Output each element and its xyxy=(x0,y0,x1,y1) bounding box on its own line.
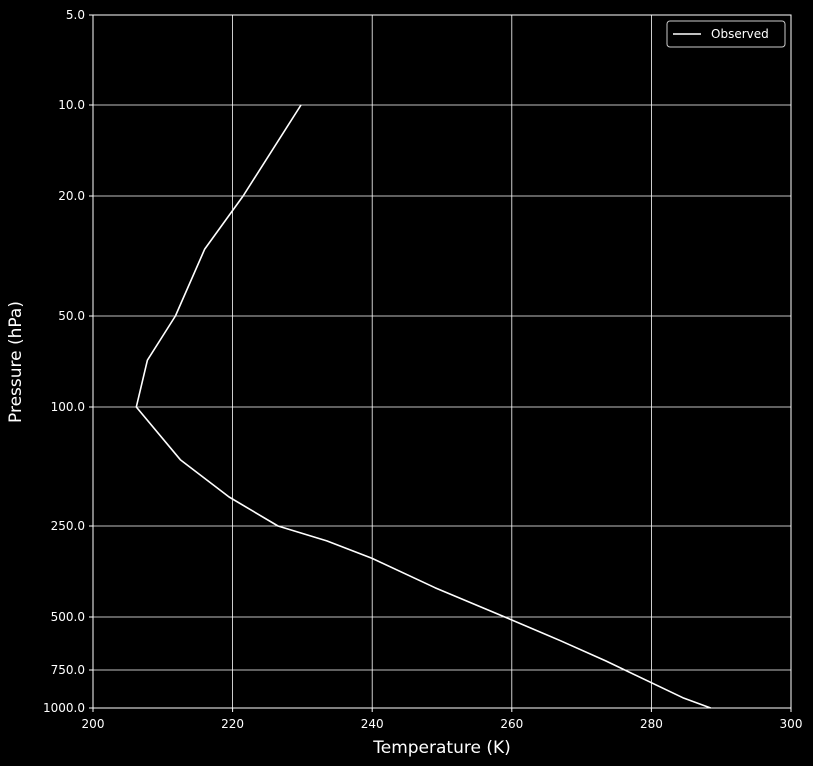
y-tick-label: 250.0 xyxy=(51,519,85,533)
x-tick-label: 220 xyxy=(221,717,244,731)
y-tick-label: 750.0 xyxy=(51,663,85,677)
plot-background xyxy=(93,15,791,708)
legend-label-observed: Observed xyxy=(711,27,769,41)
y-tick-label: 50.0 xyxy=(58,309,85,323)
x-tick-label: 300 xyxy=(780,717,803,731)
y-tick-label: 500.0 xyxy=(51,610,85,624)
y-axis-ticks: 5.0 10.0 20.0 50.0 100.0 250.0 500.0 750.0 1000.… xyxy=(43,8,93,715)
x-tick-label: 280 xyxy=(640,717,663,731)
x-axis-label: Temperature (K) xyxy=(372,738,511,758)
x-tick-label: 240 xyxy=(361,717,384,731)
y-tick-label: 20.0 xyxy=(58,189,85,203)
series-layer xyxy=(135,104,711,709)
plot-frame xyxy=(92,14,792,709)
y-tick-label: 5.0 xyxy=(66,8,85,22)
y-tick-label: 100.0 xyxy=(51,400,85,414)
legend-box xyxy=(666,20,786,48)
series-line-observed xyxy=(135,104,711,709)
y-tick-label: 1000.0 xyxy=(43,701,85,715)
x-tick-label: 200 xyxy=(82,717,105,731)
y-tick-label: 10.0 xyxy=(58,98,85,112)
x-tick-label: 260 xyxy=(500,717,523,731)
legend: Observed xyxy=(666,20,786,48)
x-axis-ticks: 200 220 240 260 280 300 xyxy=(82,708,803,731)
y-axis-label: Pressure (hPa) xyxy=(6,301,26,423)
